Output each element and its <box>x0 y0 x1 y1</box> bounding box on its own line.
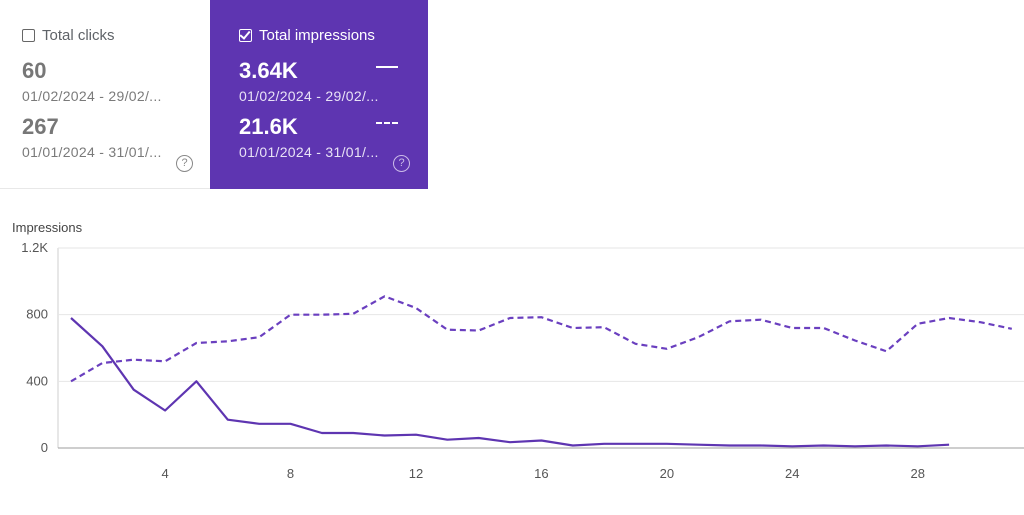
metric-card-total-impressions[interactable]: Total impressions 3.64K 01/02/2024 - 29/… <box>210 0 428 189</box>
y-tick-label: 0 <box>41 440 48 455</box>
current-period-value: 60 <box>22 58 47 83</box>
solid-line-legend-icon <box>376 66 398 68</box>
current-period-value: 3.64K <box>239 58 298 83</box>
x-tick-label: 20 <box>660 466 674 481</box>
previous-period-range: 01/01/2024 - 31/01/... <box>22 144 162 160</box>
y-tick-label: 1.2K <box>21 240 48 255</box>
chart-y-axis-label: Impressions <box>12 220 83 235</box>
help-icon[interactable]: ? <box>176 155 193 172</box>
current-period-range: 01/02/2024 - 29/02/... <box>22 88 162 104</box>
previous-period-value: 21.6K <box>239 114 298 139</box>
previous-period-value: 267 <box>22 114 59 139</box>
x-tick-label: 12 <box>409 466 423 481</box>
total-clicks-toggle[interactable]: Total clicks <box>22 27 115 44</box>
previous-period-range: 01/01/2024 - 31/01/... <box>239 144 379 160</box>
dashed-line-legend-icon <box>376 122 398 124</box>
previous-period-line <box>70 295 1013 383</box>
card-label: Total impressions <box>259 27 375 44</box>
x-tick-label: 28 <box>910 466 924 481</box>
current-period-line <box>70 317 950 448</box>
unchecked-checkbox-icon[interactable] <box>22 29 35 42</box>
current-period-range: 01/02/2024 - 29/02/... <box>239 88 379 104</box>
total-impressions-toggle[interactable]: Total impressions <box>239 27 375 44</box>
y-tick-label: 800 <box>26 307 48 322</box>
metric-card-total-clicks[interactable]: Total clicks 60 01/02/2024 - 29/02/... 2… <box>0 0 210 189</box>
checked-checkbox-icon[interactable] <box>239 28 252 42</box>
x-tick-label: 16 <box>534 466 548 481</box>
y-tick-label: 400 <box>26 373 48 388</box>
card-label: Total clicks <box>42 27 115 44</box>
help-icon[interactable]: ? <box>393 155 410 172</box>
x-tick-label: 4 <box>161 466 168 481</box>
x-tick-label: 24 <box>785 466 799 481</box>
x-tick-label: 8 <box>287 466 294 481</box>
